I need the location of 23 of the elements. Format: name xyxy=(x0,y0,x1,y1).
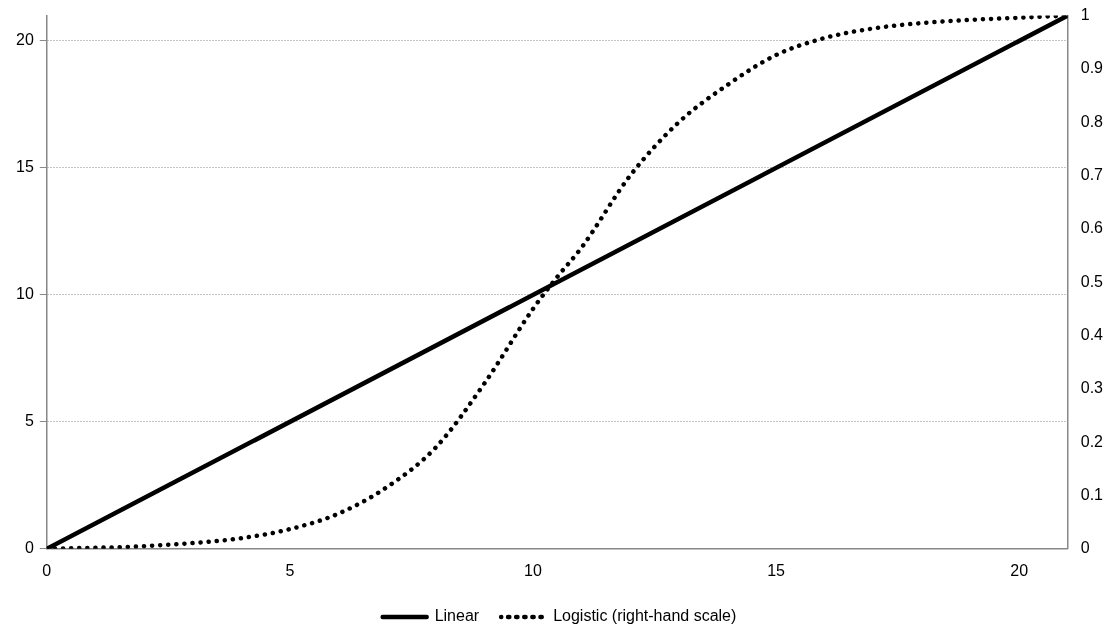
legend-label: Logistic (right-hand scale) xyxy=(553,607,737,625)
y2-tick-label: 0.5 xyxy=(1080,272,1104,290)
y-tick-label: 5 xyxy=(24,412,34,430)
legend-label: Linear xyxy=(434,607,480,625)
y2-tick-label: 0 xyxy=(1080,539,1090,557)
y2-tick-label: 0.2 xyxy=(1080,432,1104,450)
x-tick-label: 15 xyxy=(767,561,786,579)
y-tick-label: 15 xyxy=(16,158,34,176)
y-tick-label: 20 xyxy=(16,31,34,49)
y2-tick-label: 0.4 xyxy=(1080,325,1104,343)
y2-tick-label: 0.7 xyxy=(1080,165,1104,183)
y2-tick-label: 0.6 xyxy=(1080,219,1104,237)
x-tick-label: 10 xyxy=(524,561,542,579)
y2-tick-label: 0.9 xyxy=(1080,59,1104,77)
y2-tick-label: 1 xyxy=(1080,6,1090,24)
y2-tick-label: 0.8 xyxy=(1080,112,1104,130)
x-tick-label: 5 xyxy=(285,561,295,579)
y-tick-label: 10 xyxy=(16,285,34,303)
y2-tick-label: 0.3 xyxy=(1080,379,1104,397)
y-tick-label: 0 xyxy=(24,539,34,557)
x-tick-label: 0 xyxy=(42,561,52,579)
x-tick-label: 20 xyxy=(1010,561,1029,579)
y2-tick-label: 0.1 xyxy=(1080,485,1104,503)
